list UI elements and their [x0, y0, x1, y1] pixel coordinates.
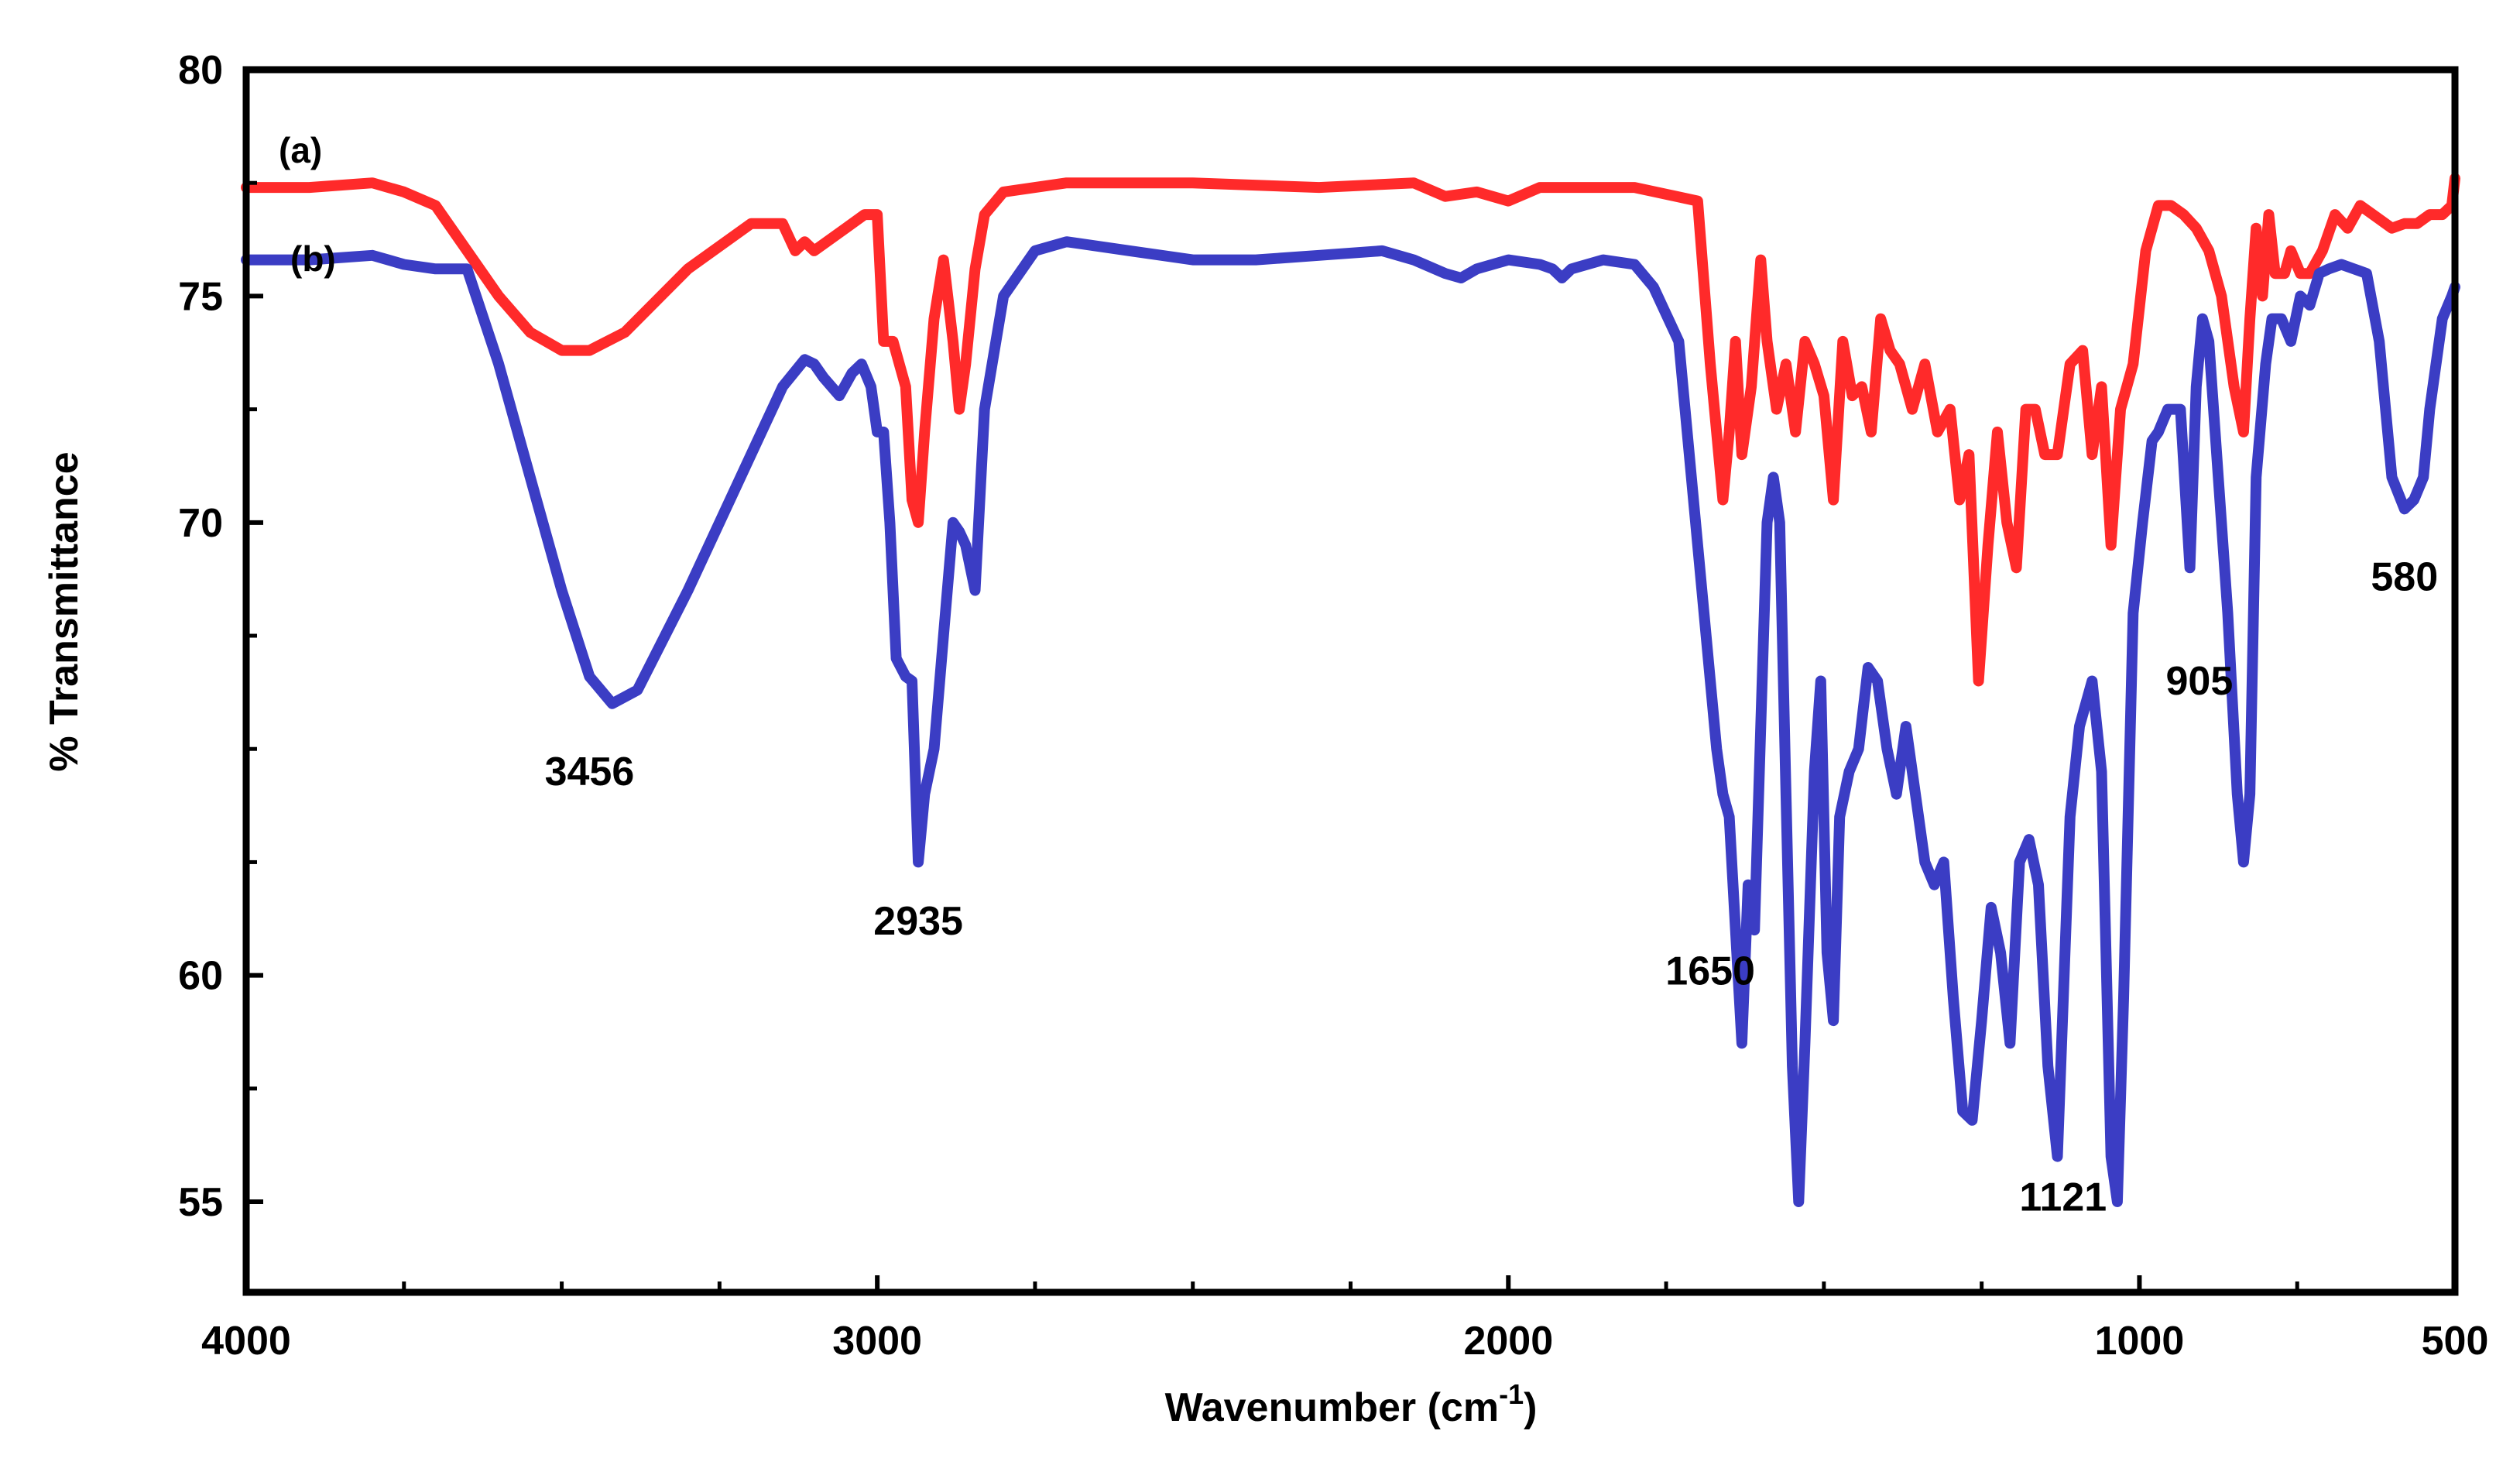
x-axis-title-superscript: -1: [1499, 1378, 1524, 1410]
x-tick-label: 4000: [201, 1319, 291, 1364]
plot-frame: [242, 66, 2459, 1296]
peak-annotation: 1650: [1665, 949, 1755, 993]
y-tick-label: 60: [178, 954, 223, 999]
peak-annotation: 3456: [545, 750, 635, 794]
x-axis-title-main: Wavenumber (cm: [1165, 1385, 1500, 1430]
peak-annotation: 1121: [2019, 1175, 2107, 1220]
y-tick-label: 75: [178, 274, 223, 319]
y-tick-label: 55: [178, 1180, 223, 1225]
series-label-a: (a): [279, 130, 322, 170]
series-label-b: (b): [290, 238, 336, 279]
series-layer: [241, 173, 2460, 1207]
x-tick-label: 3000: [832, 1319, 922, 1364]
x-axis-title: Wavenumber (cm-1): [1165, 1378, 1538, 1430]
y-tick-label: 80: [178, 48, 223, 93]
x-axis-title-end: ): [1524, 1385, 1537, 1430]
peak-annotation: 905: [2165, 659, 2233, 704]
peak-annotation: 2935: [873, 899, 963, 944]
x-tick-label: 1000: [2095, 1319, 2185, 1364]
x-tick-label: 2000: [1463, 1319, 1553, 1364]
x-tick-label: 500: [2422, 1319, 2489, 1364]
peak-annotation: 580: [2371, 555, 2438, 600]
annotation-layer: 3456 2935 1650 1121 905 580: [545, 555, 2439, 1220]
y-axis-title: % Transmittance: [42, 451, 87, 771]
series-line-b: [241, 236, 2460, 1207]
y-tick-label: 70: [178, 501, 223, 546]
series-line-a: [241, 173, 2460, 687]
tick-label-layer: 4000 3000 2000 1000 500 80 75 70 60 55: [178, 48, 2488, 1364]
